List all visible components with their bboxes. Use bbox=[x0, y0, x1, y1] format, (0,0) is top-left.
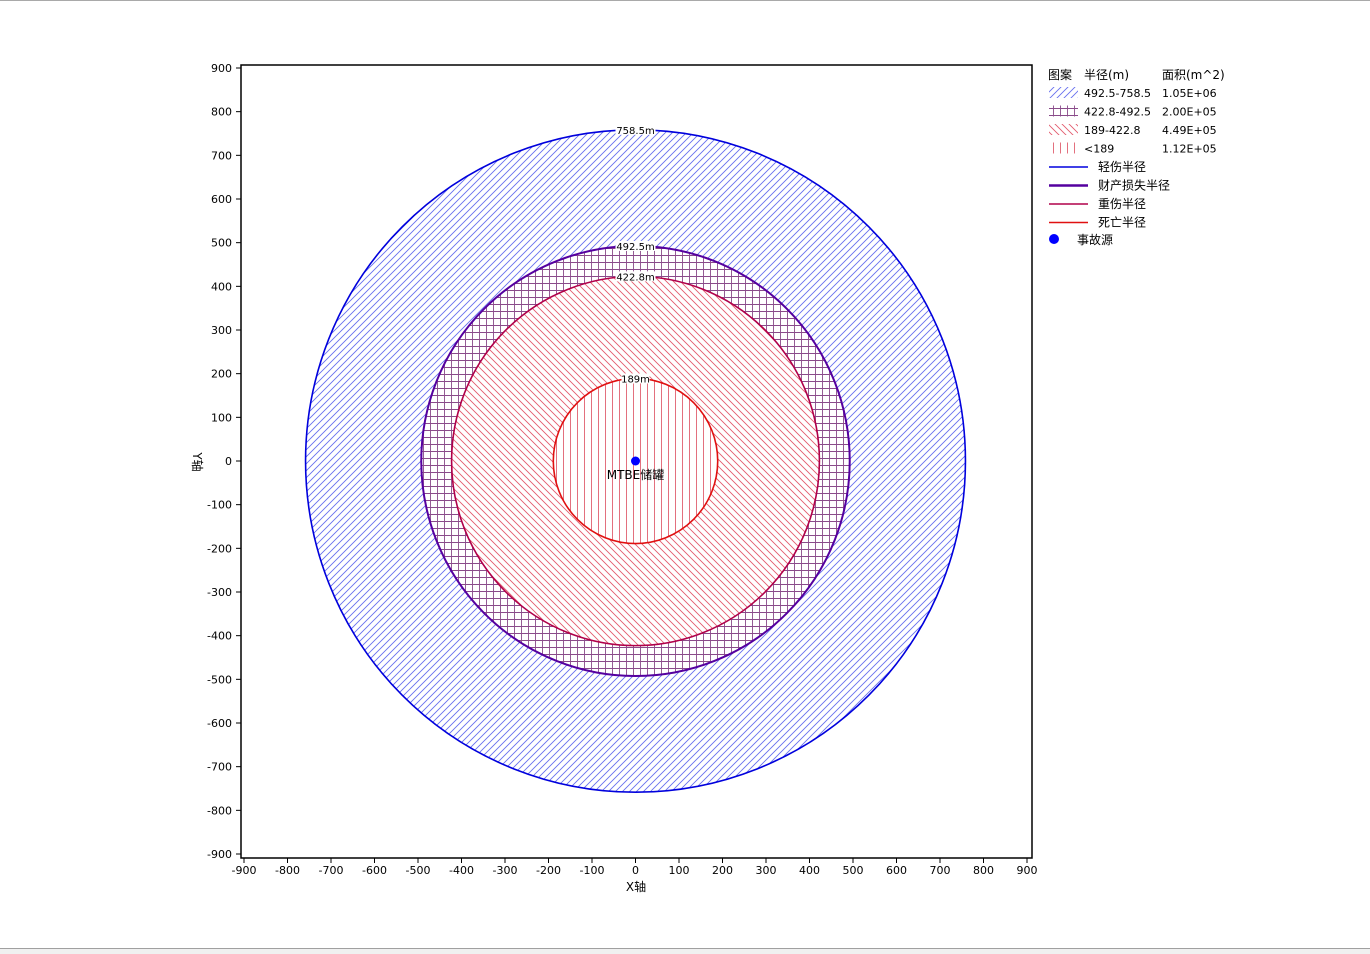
legend-pattern-swatch bbox=[1049, 87, 1078, 98]
y-tick-label: 300 bbox=[211, 324, 232, 337]
x-tick-label: -500 bbox=[406, 864, 431, 877]
legend-pattern-range: <189 bbox=[1084, 143, 1114, 156]
plot-area: 758.5m 492.5m 422.8m 189m MTBE储罐 bbox=[304, 124, 967, 794]
y-tick-label: -700 bbox=[207, 761, 232, 774]
legend-line-label: 轻伤半径 bbox=[1098, 160, 1146, 174]
y-axis-title: Y轴 bbox=[190, 451, 205, 471]
x-tick-label: 300 bbox=[756, 864, 777, 877]
legend-pattern-area: 1.12E+05 bbox=[1162, 143, 1217, 156]
y-tick-label: -400 bbox=[207, 630, 232, 643]
y-tick-label: -800 bbox=[207, 804, 232, 817]
y-tick-label: 700 bbox=[211, 149, 232, 162]
legend-pattern-swatch bbox=[1049, 124, 1078, 135]
x-tick-label: 500 bbox=[843, 864, 864, 877]
x-tick-label: -700 bbox=[319, 864, 344, 877]
x-tick-label: 200 bbox=[712, 864, 733, 877]
y-tick-label: 900 bbox=[211, 62, 232, 75]
x-tick-label: 100 bbox=[669, 864, 690, 877]
legend-header-radius: 半径(m) bbox=[1084, 68, 1129, 82]
window-status-strip bbox=[0, 948, 1370, 954]
x-tick-label: 600 bbox=[886, 864, 907, 877]
legend-line-label: 死亡半径 bbox=[1098, 216, 1146, 230]
legend-pattern-area: 1.05E+06 bbox=[1162, 87, 1217, 100]
axes: -900-900 -800 -800 -700 -700 -600 -600 -500 -500… bbox=[207, 62, 1037, 877]
legend-pattern-range: 422.8-492.5 bbox=[1084, 106, 1151, 119]
accident-source-marker bbox=[631, 456, 640, 466]
ring-label-bg bbox=[621, 373, 650, 384]
x-axis-title: X轴 bbox=[626, 879, 646, 894]
x-tick-label: -800 bbox=[275, 864, 300, 877]
y-tick-label: 400 bbox=[211, 280, 232, 293]
y-tick-label: 200 bbox=[211, 368, 232, 381]
x-tick-label: 400 bbox=[799, 864, 820, 877]
x-tick-label: -300 bbox=[493, 864, 518, 877]
x-tick-label: 700 bbox=[930, 864, 951, 877]
y-tick-label: 500 bbox=[211, 237, 232, 250]
window-top-border bbox=[0, 0, 1370, 1]
ring-radius-label: 758.5m bbox=[616, 126, 654, 137]
legend-pattern-range: 492.5-758.5 bbox=[1084, 87, 1151, 100]
y-tick-label: -900 bbox=[207, 848, 232, 861]
x-tick-label: -400 bbox=[449, 864, 474, 877]
x-tick-label: -100 bbox=[580, 864, 605, 877]
ring-label-bg bbox=[615, 271, 656, 282]
legend-pattern-range: 189-422.8 bbox=[1084, 124, 1140, 137]
y-tick-label: 0 bbox=[225, 455, 232, 468]
legend-pattern-swatch bbox=[1049, 105, 1078, 117]
ring-radius-label: 422.8m bbox=[616, 272, 654, 283]
legend: 图案 半径(m) 面积(m^2) 492.5-758.5 1.05E+06 422.… bbox=[1048, 67, 1225, 247]
x-tick-label: -900 bbox=[232, 864, 257, 877]
y-tick-label: 800 bbox=[211, 106, 232, 119]
legend-header-pattern: 图案 bbox=[1048, 67, 1072, 82]
y-tick-label: -600 bbox=[207, 717, 232, 730]
x-tick-label: 0 bbox=[632, 864, 639, 877]
y-tick-label: -300 bbox=[207, 586, 232, 599]
source-label: MTBE储罐 bbox=[607, 467, 665, 482]
legend-pattern-swatch bbox=[1049, 142, 1078, 154]
y-tick-label: -500 bbox=[207, 673, 232, 686]
y-tick-label: 600 bbox=[211, 193, 232, 206]
y-tick-label: -100 bbox=[207, 499, 232, 512]
ring-radius-label: 492.5m bbox=[616, 242, 654, 253]
legend-marker-swatch bbox=[1049, 234, 1059, 244]
legend-pattern-area: 2.00E+05 bbox=[1162, 106, 1217, 119]
ring-label-bg bbox=[615, 124, 656, 135]
legend-line-label: 财产损失半径 bbox=[1098, 178, 1170, 193]
x-tick-label: -200 bbox=[536, 864, 561, 877]
x-tick-label: -600 bbox=[362, 864, 387, 877]
legend-line-label: 重伤半径 bbox=[1098, 197, 1146, 211]
y-tick-label: 100 bbox=[211, 411, 232, 424]
y-tick-label: -200 bbox=[207, 542, 232, 555]
legend-marker-label: 事故源 bbox=[1077, 232, 1113, 247]
ring-label-bg bbox=[615, 240, 656, 251]
x-tick-label: 900 bbox=[1017, 864, 1038, 877]
legend-pattern-area: 4.49E+05 bbox=[1162, 124, 1217, 137]
ring-radius-label: 189m bbox=[621, 374, 650, 385]
legend-header-area: 面积(m^2) bbox=[1162, 68, 1225, 82]
x-tick-label: 800 bbox=[973, 864, 994, 877]
